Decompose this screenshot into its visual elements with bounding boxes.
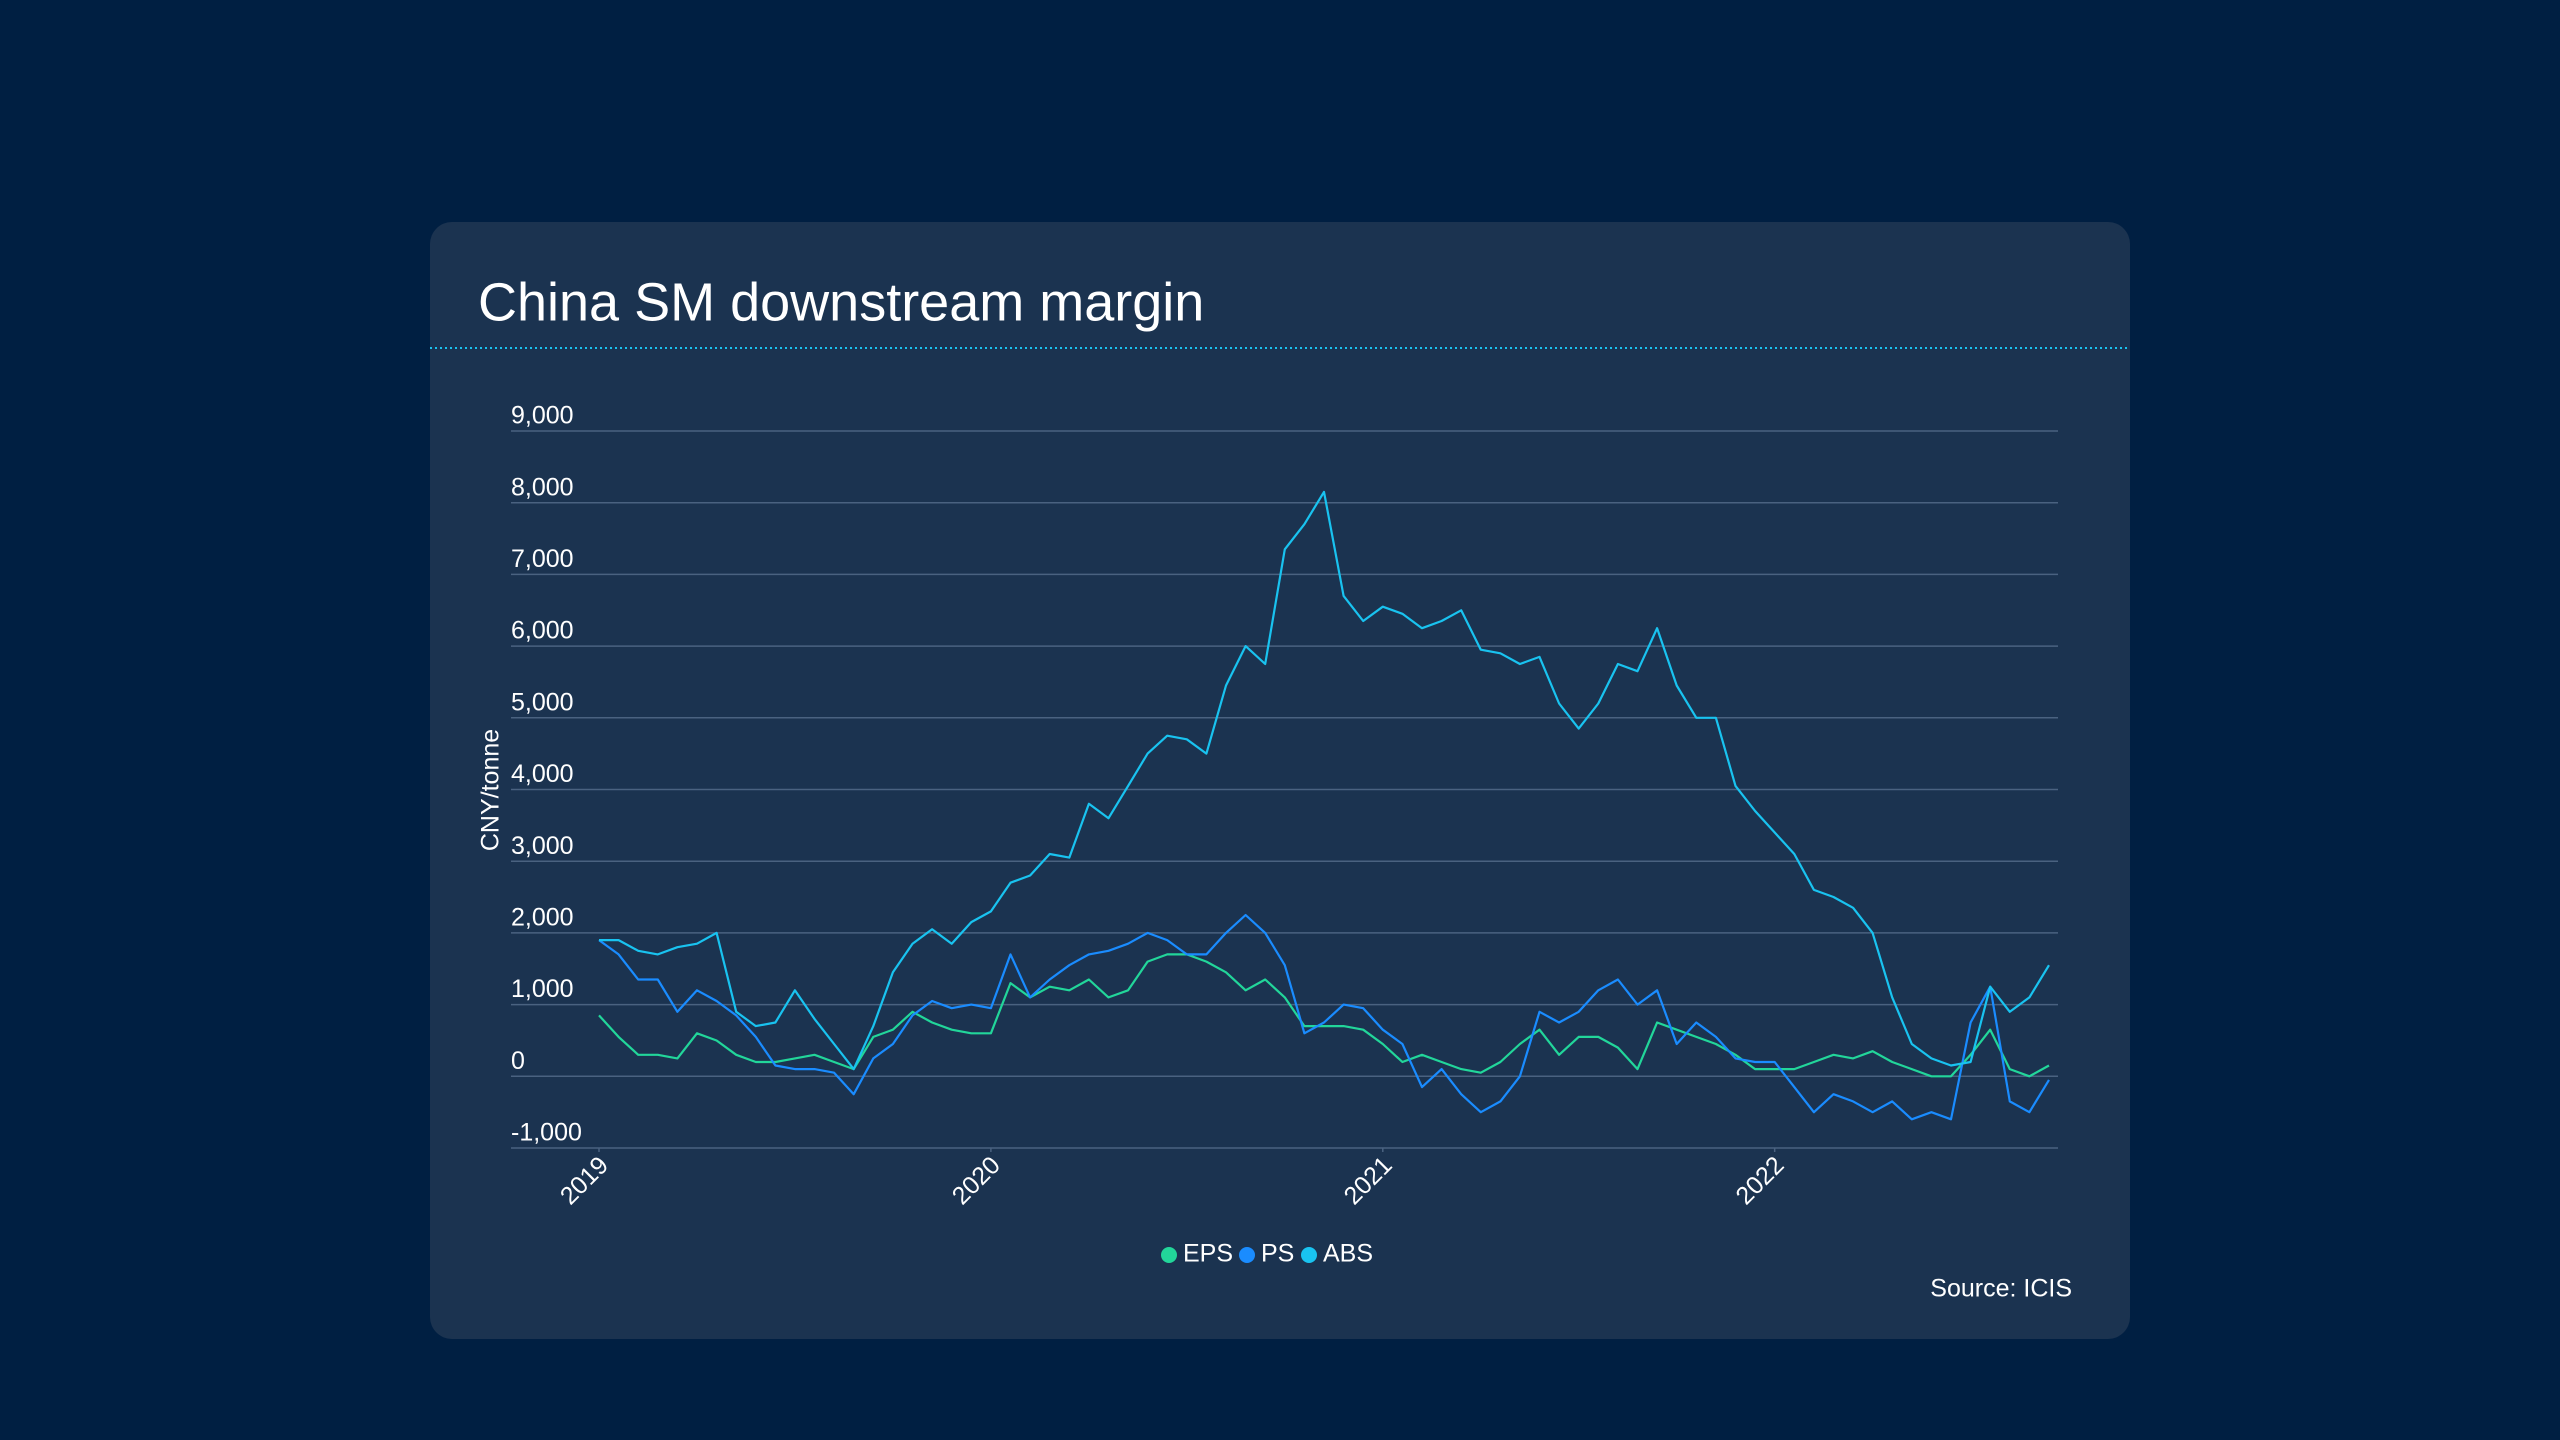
- y-tick-label: 0: [511, 1047, 525, 1075]
- legend-swatch: [1301, 1247, 1317, 1263]
- line-series: [598, 913, 2050, 1121]
- y-tick-label: 9,000: [511, 402, 574, 430]
- legend-label: EPS: [1183, 1240, 1233, 1268]
- y-tick-label: 1,000: [511, 975, 574, 1003]
- source: Source: ICIS: [1930, 1275, 2072, 1303]
- y-tick-label: 4,000: [511, 760, 574, 788]
- y-tick-label: 3,000: [511, 832, 574, 860]
- legend-swatch: [1239, 1247, 1255, 1263]
- y-tick-label: 2,000: [511, 904, 574, 932]
- legend-swatch: [1161, 1247, 1177, 1263]
- line-series: [598, 953, 2050, 1078]
- line-series: [599, 490, 2050, 1071]
- y-tick-label: -1,000: [511, 1119, 582, 1147]
- y-axis-label: CNY/tonne: [477, 729, 505, 851]
- legend-label: PS: [1261, 1240, 1294, 1268]
- y-tick-label: 5,000: [511, 688, 574, 716]
- chart-title: China SM downstream margin: [478, 272, 1204, 332]
- y-tick-label: 8,000: [511, 473, 574, 501]
- y-tick-label: 6,000: [511, 617, 574, 645]
- legend-label: ABS: [1323, 1240, 1373, 1268]
- card: [430, 222, 2130, 1339]
- y-tick-label: 7,000: [511, 545, 574, 573]
